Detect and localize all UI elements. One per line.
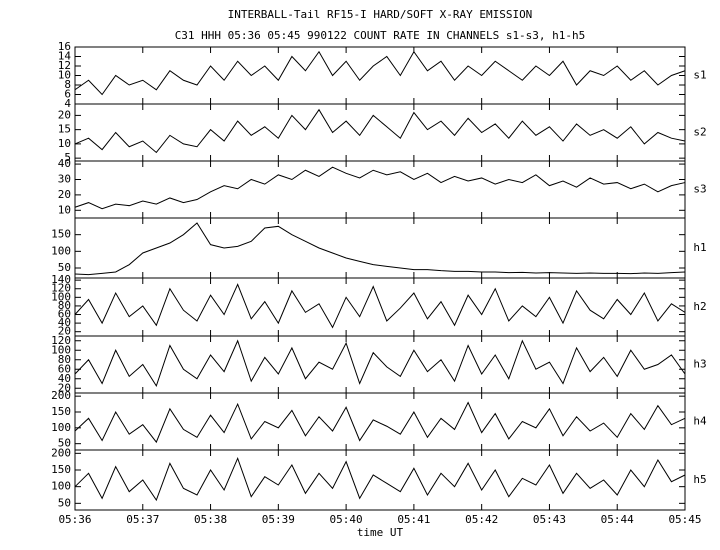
panel-frame: [74, 277, 686, 337]
y-tick-label: 30: [58, 172, 71, 185]
y-tick-label: 100: [51, 421, 71, 434]
series-label: s1: [693, 69, 706, 82]
chart-title: INTERBALL-Tail RF15-I HARD/SOFT X-RAY EM…: [228, 8, 533, 21]
y-tick-label: 20: [58, 108, 71, 121]
panel-frame: [74, 335, 686, 394]
y-tick-label: 200: [51, 446, 71, 459]
y-tick-label: 140: [51, 273, 71, 286]
y-tick-label: 40: [58, 372, 71, 385]
y-tick-label: 120: [51, 334, 71, 347]
series-line: [74, 401, 686, 444]
series-line: [74, 222, 686, 276]
x-tick-label: 05:45: [668, 513, 701, 526]
x-tick-label: 05:41: [397, 513, 430, 526]
series-line: [74, 456, 686, 502]
y-tick-label: 200: [51, 389, 71, 402]
y-tick-label: 60: [58, 362, 71, 375]
series-label: h4: [693, 415, 707, 428]
x-tick-label: 05:36: [58, 513, 91, 526]
panel-frame: [74, 449, 686, 511]
y-tick-label: 20: [58, 325, 71, 338]
y-tick-label: 10: [58, 69, 71, 82]
y-tick-label: 100: [51, 244, 71, 257]
series-line: [74, 108, 686, 154]
y-tick-label: 150: [51, 228, 71, 241]
y-tick-label: 120: [51, 282, 71, 295]
y-tick-label: 10: [58, 137, 71, 150]
x-tick-label: 05:39: [262, 513, 295, 526]
y-tick-label: 12: [58, 59, 71, 72]
panel-frame: [74, 160, 686, 219]
y-tick-label: 15: [58, 123, 71, 136]
y-tick-label: 14: [58, 50, 72, 63]
y-tick-label: 5: [64, 151, 71, 164]
x-tick-label: 05:44: [601, 513, 634, 526]
x-tick-label: 05:38: [194, 513, 227, 526]
panel-frame: [74, 103, 686, 162]
panel-frame: [74, 217, 686, 279]
series-line: [74, 283, 686, 329]
y-tick-label: 80: [58, 353, 71, 366]
y-tick-label: 80: [58, 299, 71, 312]
y-tick-label: 60: [58, 308, 71, 321]
x-tick-label: 05:37: [126, 513, 159, 526]
y-tick-label: 100: [51, 290, 71, 303]
series-line: [74, 166, 686, 210]
y-tick-label: 150: [51, 405, 71, 418]
series-label: s2: [693, 126, 706, 139]
y-tick-label: 100: [51, 480, 71, 493]
series-line: [74, 50, 686, 96]
x-tick-label: 05:43: [533, 513, 566, 526]
series-label: h3: [693, 358, 706, 371]
series-label: h1: [693, 241, 706, 254]
y-tick-label: 8: [64, 78, 71, 91]
y-tick-label: 16: [58, 40, 71, 53]
series-label: h5: [693, 473, 706, 486]
x-axis-label: time UT: [357, 526, 404, 539]
y-tick-label: 150: [51, 463, 71, 476]
series-line: [74, 339, 686, 388]
y-tick-label: 20: [58, 381, 71, 394]
y-tick-label: 100: [51, 343, 71, 356]
y-tick-label: 4: [64, 97, 71, 110]
y-tick-label: 10: [58, 203, 71, 216]
x-tick-label: 05:42: [465, 513, 498, 526]
chart-subtitle: C31 HHH 05:36 05:45 990122 COUNT RATE IN…: [175, 29, 586, 42]
y-tick-label: 50: [58, 261, 71, 274]
y-tick-label: 50: [58, 437, 71, 450]
y-tick-label: 40: [58, 316, 71, 329]
y-tick-label: 50: [58, 496, 71, 509]
panel-frame: [74, 392, 686, 451]
series-label: s3: [693, 183, 706, 196]
series-label: h2: [693, 300, 706, 313]
x-tick-label: 05:40: [330, 513, 363, 526]
y-tick-label: 20: [58, 188, 71, 201]
y-tick-label: 40: [58, 157, 71, 170]
y-tick-label: 6: [64, 88, 71, 101]
